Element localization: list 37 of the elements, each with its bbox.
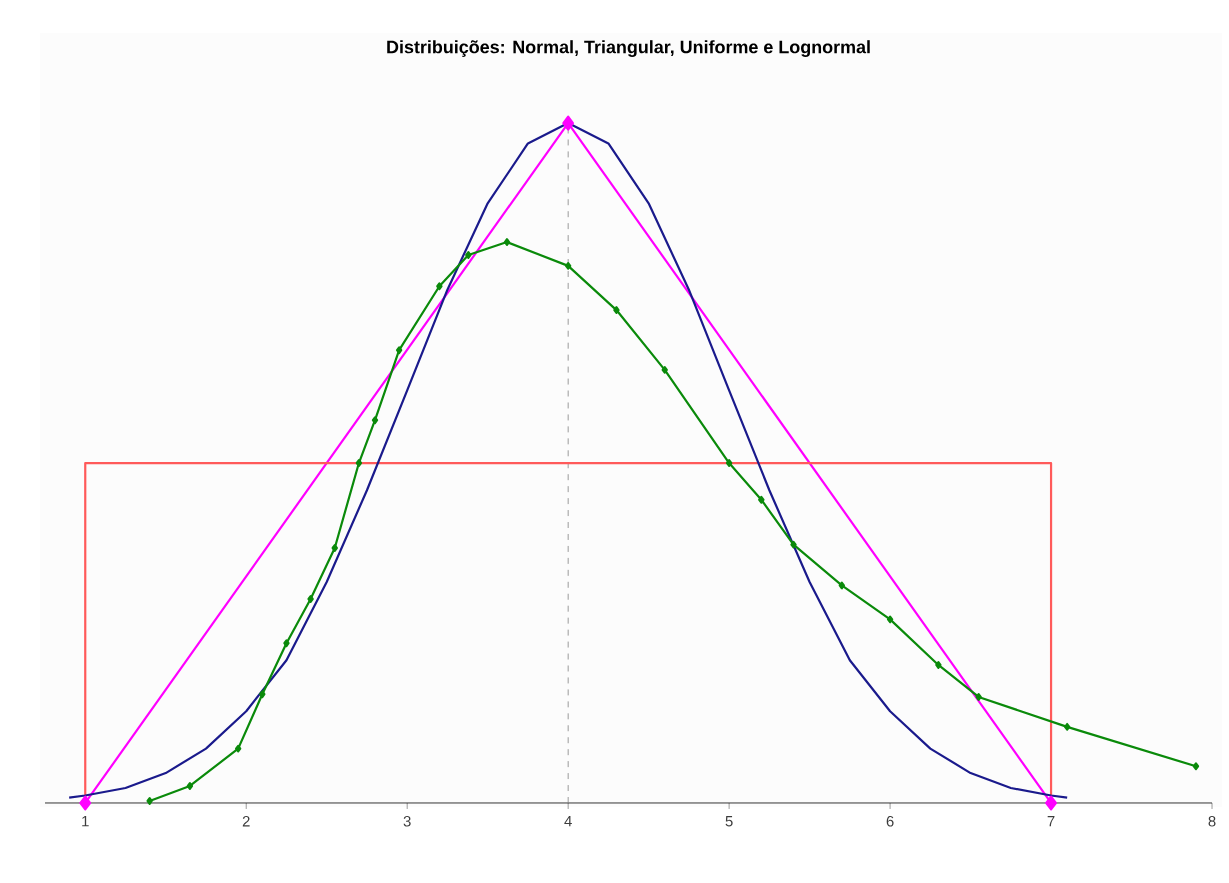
chart-title: Distribuições: Normal, Triangular, Uniforme e Lognormal <box>387 40 870 57</box>
x-tick-label: 2 <box>242 816 250 827</box>
point <box>146 797 153 805</box>
x-tick-label: 3 <box>403 816 411 827</box>
point <box>975 693 982 701</box>
point <box>1063 722 1071 731</box>
point <box>790 540 797 549</box>
point <box>886 615 894 624</box>
x-tick-label: 6 <box>886 816 894 827</box>
point <box>725 459 733 467</box>
x-tick-label: 1 <box>82 816 89 827</box>
x-tick-label: 7 <box>1047 816 1055 827</box>
point <box>1045 795 1057 811</box>
point <box>307 595 314 603</box>
point <box>259 690 266 699</box>
point <box>935 661 942 669</box>
point <box>564 261 572 270</box>
point <box>283 639 290 648</box>
point <box>234 744 242 753</box>
point <box>1192 762 1200 771</box>
point <box>758 495 765 504</box>
x-tick-label: 4 <box>564 816 572 827</box>
point <box>331 544 338 552</box>
point <box>613 306 620 314</box>
x-tick-label: 5 <box>725 816 733 827</box>
point <box>395 346 403 355</box>
point <box>838 581 845 590</box>
x-tick-label: 8 <box>1208 816 1216 827</box>
point <box>503 238 511 246</box>
point <box>371 416 379 425</box>
point <box>436 282 443 291</box>
point <box>355 459 363 467</box>
point <box>79 795 92 811</box>
point <box>562 115 575 131</box>
point <box>661 366 668 374</box>
point <box>465 251 472 259</box>
point <box>186 782 194 790</box>
